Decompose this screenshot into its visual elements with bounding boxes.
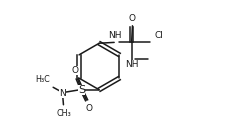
Text: Cl: Cl <box>154 31 163 40</box>
Text: O: O <box>71 66 78 75</box>
Text: H₃C: H₃C <box>35 75 50 84</box>
Text: CH₃: CH₃ <box>56 109 71 118</box>
Text: O: O <box>86 104 93 113</box>
Text: NH: NH <box>125 60 138 69</box>
Text: S: S <box>78 85 85 95</box>
Text: O: O <box>129 14 136 23</box>
Text: N: N <box>59 89 66 98</box>
Text: NH: NH <box>108 31 122 40</box>
